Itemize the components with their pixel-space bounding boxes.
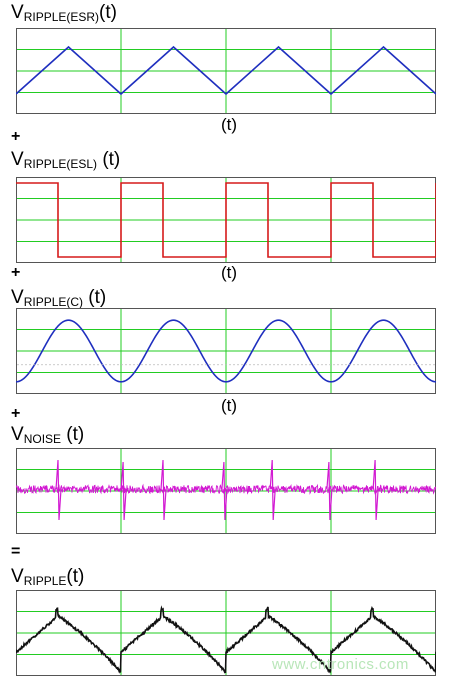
- plot-4-noise: [16, 448, 436, 534]
- plot-1-title: VRIPPLE(ESR)(t): [11, 2, 117, 25]
- noise-spike-5: [269, 459, 276, 521]
- plot-5-title: VRIPPLE(t): [11, 566, 85, 589]
- plot-2-esl-square: [16, 177, 436, 263]
- series-line-sine: [16, 319, 436, 383]
- series-line-triangle: [16, 45, 436, 96]
- operator-2: +: [11, 264, 21, 281]
- operator-1: +: [11, 128, 21, 145]
- series-line-noise: [16, 483, 436, 495]
- plot-2-title: VRIPPLE(ESL) (t): [11, 149, 121, 172]
- plot-3-axis-label: (t): [221, 396, 238, 415]
- noise-spike-6: [326, 461, 333, 521]
- noise-spike-2: [120, 461, 127, 521]
- plot-5-total-ripple: [16, 590, 436, 676]
- operator-4: =: [11, 543, 21, 560]
- plot-3-title: VRIPPLE(C) (t): [11, 287, 107, 310]
- noise-spike-1: [55, 459, 62, 521]
- operator-3: +: [11, 405, 21, 422]
- plot-3-capacitor-sine: [16, 308, 436, 394]
- watermark: www.cntronics.com: [272, 656, 409, 673]
- plot-2-axis-label: (t): [221, 263, 238, 282]
- plot-1-esr-triangle: [16, 28, 436, 114]
- noise-spike-7: [372, 459, 379, 521]
- series-line-square: [16, 182, 436, 258]
- series-line-sum: [16, 605, 436, 674]
- plot-1-axis-label: (t): [221, 115, 238, 134]
- plot-4-title: VNOISE (t): [11, 424, 85, 447]
